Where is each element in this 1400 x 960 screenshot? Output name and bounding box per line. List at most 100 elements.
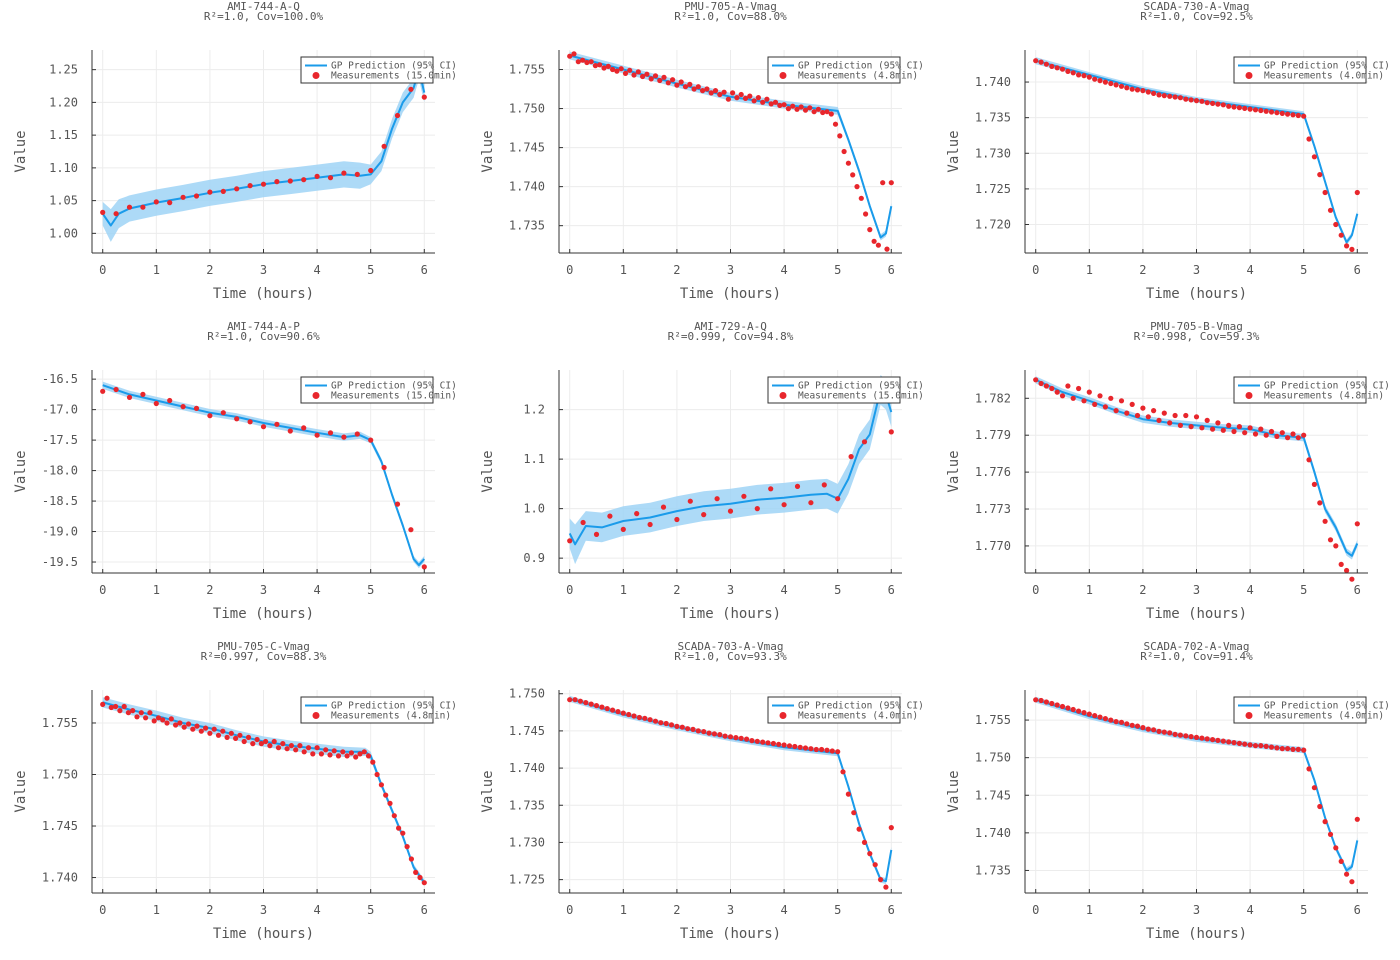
measurement-point (714, 496, 720, 502)
measurement-point (1183, 96, 1189, 102)
measurement-point (1043, 61, 1049, 67)
x-tick-label: 1 (1086, 903, 1093, 917)
measurement-point (1151, 727, 1157, 733)
measurement-point (785, 106, 792, 112)
measurement-point (167, 397, 173, 404)
measurement-point (652, 73, 659, 79)
x-tick-label: 4 (780, 583, 787, 597)
measurement-point (1236, 105, 1242, 111)
measurement-point (310, 751, 316, 757)
y-tick-label: 1.750 (975, 751, 1011, 765)
measurement-point (1049, 700, 1055, 707)
x-tick-label: 3 (727, 583, 734, 597)
measurement-point (848, 454, 854, 460)
measurement-point (314, 173, 320, 179)
measurement-point (1161, 410, 1167, 416)
measurement-point (220, 728, 226, 734)
measurement-point (1054, 702, 1060, 708)
measurement-point (391, 813, 397, 819)
measurement-point (234, 186, 240, 192)
measurement-point (601, 65, 607, 71)
measurement-point (1038, 697, 1044, 704)
legend-entry-gp: GP Prediction (95% CI) (1264, 381, 1390, 392)
measurement-point (572, 697, 578, 703)
measurement-point (314, 745, 320, 751)
measurement-point (1295, 746, 1301, 753)
measurement-point (760, 99, 766, 105)
x-tick-label: 6 (888, 263, 895, 277)
measurement-point (670, 77, 676, 83)
measurement-point (1220, 738, 1226, 744)
measurement-point (140, 204, 146, 210)
measurement-point (1124, 721, 1130, 727)
measurement-point (1242, 105, 1248, 111)
measurement-point (880, 180, 886, 186)
measurement-point (138, 710, 144, 716)
measurement-point (250, 741, 256, 747)
legend-marker-swatch (1245, 712, 1253, 719)
measurement-point (164, 720, 170, 726)
measurement-point (417, 874, 423, 881)
y-tick-label: 1.725 (509, 873, 545, 887)
measurement-point (878, 877, 884, 883)
chart-subtitle: R²=1.0, Cov=100.0% (204, 10, 324, 23)
measurement-point (786, 743, 793, 749)
measurement-point (841, 148, 847, 155)
measurement-point (1070, 70, 1076, 76)
measurement-point (1226, 422, 1232, 428)
legend: GP Prediction (95% CI)Measurements (4.8m… (767, 56, 924, 84)
y-axis-label: Value (946, 130, 962, 172)
legend-entry-gp: GP Prediction (95% CI) (798, 61, 924, 72)
measurement-point (861, 839, 868, 846)
measurement-point (353, 754, 359, 760)
measurement-point (181, 724, 187, 730)
measurement-point (821, 482, 827, 488)
measurement-point (1354, 189, 1360, 196)
measurement-point (1268, 428, 1275, 435)
measurement-point (1236, 424, 1242, 430)
measurement-point (610, 707, 616, 713)
gp-prediction-line (1035, 59, 1359, 244)
measurement-point (1177, 422, 1183, 428)
measurement-point (203, 725, 209, 731)
legend: GP Prediction (95% CI)Measurements (4.8m… (1233, 376, 1390, 404)
measurement-point (1059, 393, 1066, 399)
measurement-point (634, 510, 640, 517)
measurement-point (185, 721, 192, 727)
x-tick-label: 3 (260, 263, 267, 277)
measurement-point (627, 67, 633, 73)
measurement-point (1301, 747, 1307, 753)
x-tick-label: 0 (99, 583, 106, 597)
measurement-point (850, 172, 856, 178)
x-tick-label: 4 (1246, 583, 1253, 597)
measurement-point (245, 734, 252, 741)
y-tick-label: 1.750 (509, 102, 545, 116)
measurement-point (408, 86, 414, 92)
x-tick-label: 3 (1193, 583, 1200, 597)
x-tick-label: 0 (566, 263, 573, 277)
measurement-point (1349, 246, 1355, 252)
measurement-point (813, 746, 819, 753)
measurement-point (354, 431, 360, 437)
measurement-point (180, 194, 186, 200)
measurement-point (408, 527, 414, 533)
y-tick-label: 1.773 (975, 502, 1011, 516)
measurement-point (1054, 65, 1060, 71)
x-tick-label: 4 (1246, 903, 1253, 917)
measurement-point (327, 752, 333, 758)
measurement-point (383, 792, 389, 798)
measurement-point (700, 88, 706, 94)
measurement-point (1349, 576, 1355, 582)
measurement-point (155, 715, 162, 721)
measurement-point (134, 714, 140, 720)
measurement-point (1086, 711, 1092, 717)
measurement-point (378, 782, 384, 788)
x-tick-label: 5 (834, 903, 841, 917)
measurement-point (1140, 405, 1146, 411)
measurement-point (1258, 107, 1264, 114)
measurement-point (1322, 518, 1328, 524)
x-tick-label: 5 (1300, 903, 1307, 917)
measurement-point (861, 439, 868, 445)
